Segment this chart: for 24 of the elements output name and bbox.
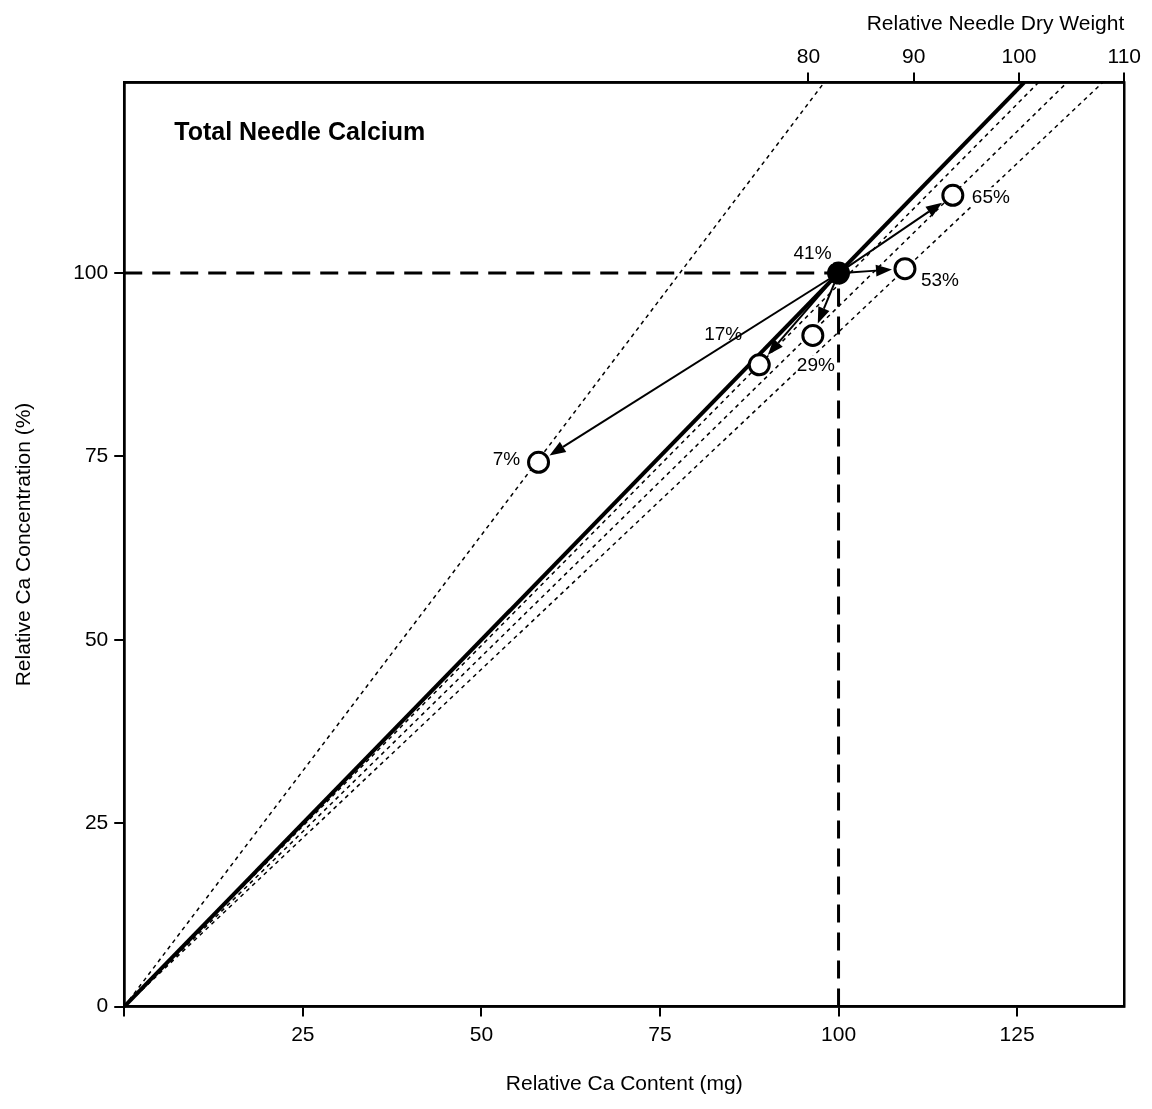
y-axis-title: Relative Ca Concentration (%)	[11, 402, 35, 687]
y-tick-label: 25	[84, 810, 109, 834]
y-tick-label: 100	[73, 259, 109, 283]
x-tick-label: 50	[469, 1022, 494, 1045]
text: Total Needle Calcium	[174, 116, 426, 145]
annotation: 7%	[492, 447, 521, 469]
annotation: 17%	[704, 323, 743, 345]
x-tick-label: 125	[999, 1022, 1035, 1045]
x2-tick-label: 80	[796, 43, 821, 67]
y-tick-label: 75	[84, 443, 109, 467]
x2-tick-label: 90	[902, 43, 926, 67]
annotation: 65%	[971, 185, 1010, 207]
x-tick-label: 100	[821, 1022, 857, 1045]
annotation: 41%	[793, 242, 832, 264]
annotation: 53%	[920, 268, 960, 290]
x-tick-label: 75	[648, 1022, 672, 1045]
x2-tick-label: 100	[1001, 43, 1037, 67]
y-tick-label: 0	[96, 993, 109, 1017]
annotation: 29%	[796, 353, 835, 375]
x-tick-label: 25	[291, 1022, 315, 1045]
x2-tick-label: 110	[1107, 43, 1141, 67]
y-tick-label: 50	[84, 626, 109, 650]
x-axis-title: Relative Ca Content (mg)	[505, 1071, 743, 1095]
x2-axis-title: Relative Needle Dry Weight	[866, 11, 1125, 35]
